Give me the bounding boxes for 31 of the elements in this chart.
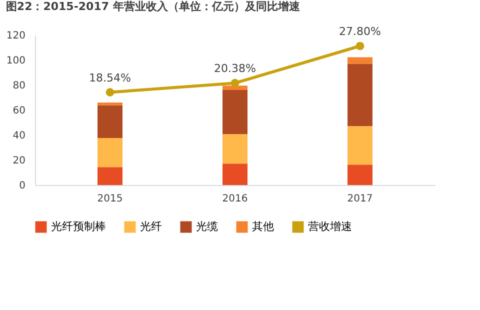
y-tick-label: 0: [19, 180, 26, 192]
legend-label: 光纤预制棒: [51, 220, 106, 233]
x-tick-label: 2015: [97, 194, 123, 204]
legend-label: 光纤: [140, 220, 162, 233]
data-label: 20.38%: [214, 62, 256, 76]
legend-label: 其他: [252, 220, 274, 233]
x-tick-label: 2017: [347, 194, 373, 204]
y-tick-label: 40: [12, 130, 26, 142]
bar: [222, 90, 248, 134]
data-label: 18.54%: [89, 71, 131, 84]
bar: [98, 102, 122, 106]
legend-label: 营收增速: [308, 220, 352, 233]
chart-title: 图22：2015-2017 年营业收入（单位：亿元）及同比增速: [6, 0, 301, 13]
legend-label: 光缆: [196, 220, 218, 233]
bar: [98, 105, 122, 138]
bar: [222, 86, 248, 90]
y-tick-label: 80: [12, 80, 26, 92]
bar: [98, 138, 122, 168]
y-tick-label: 20: [12, 156, 26, 166]
x-tick-label: 2016: [222, 194, 248, 204]
bar: [222, 164, 248, 185]
bar: [348, 126, 372, 165]
data-label: 27.80%: [339, 25, 381, 38]
bar: [98, 167, 122, 185]
bar: [348, 64, 372, 126]
y-tick-label: 100: [6, 56, 26, 66]
bar: [348, 57, 372, 64]
bar: [348, 164, 372, 185]
y-tick-label: 120: [6, 30, 26, 42]
y-tick-label: 60: [12, 106, 26, 116]
bar: [222, 134, 248, 164]
